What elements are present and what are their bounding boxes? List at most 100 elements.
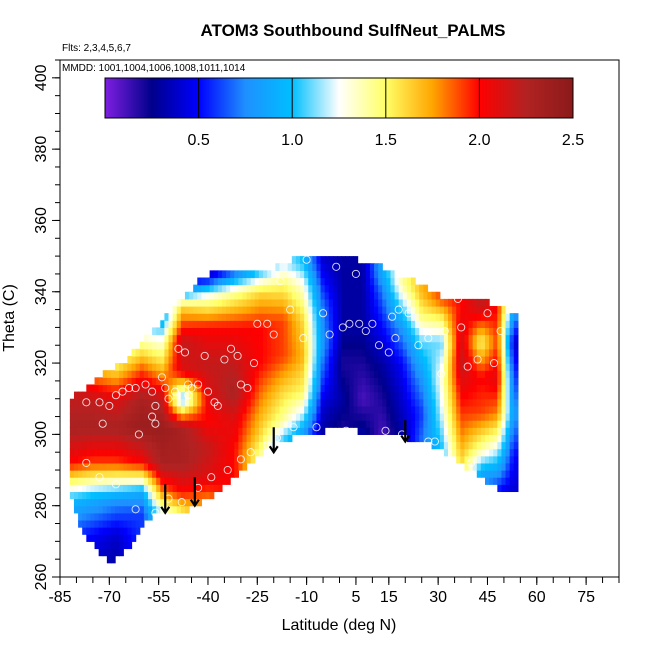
heatmap-cell: [201, 363, 207, 371]
heatmap-cell: [189, 484, 194, 493]
heatmap-cell: [217, 405, 223, 414]
heatmap-column: [361, 263, 367, 435]
heatmap-cell: [300, 270, 305, 279]
heatmap-cell: [485, 420, 490, 428]
sample-point: [243, 383, 252, 393]
heatmap-cell: [143, 448, 149, 457]
heatmap-cell: [328, 334, 334, 343]
heatmap-cell: [139, 512, 145, 521]
heatmap-cell: [250, 455, 256, 464]
heatmap-cell: [156, 327, 161, 336]
heatmap-cell: [513, 341, 519, 350]
heatmap-cell: [374, 391, 379, 400]
heatmap-cell: [369, 298, 375, 307]
heatmap-cell: [221, 377, 227, 386]
heatmap-cell: [271, 384, 276, 393]
heatmap-cell: [123, 363, 129, 371]
heatmap-cell: [485, 405, 490, 414]
heatmap-column: [131, 348, 137, 542]
heatmap-cell: [94, 541, 100, 550]
heatmap-cell: [374, 420, 379, 428]
heatmap-cell: [106, 420, 112, 428]
heatmap-cell: [287, 341, 293, 350]
heatmap-cell: [291, 334, 297, 343]
heatmap-cell: [168, 405, 174, 414]
heatmap-cell: [308, 298, 313, 307]
heatmap-cell: [131, 534, 137, 542]
heatmap-cell: [221, 477, 227, 485]
heatmap-cell: [328, 355, 334, 364]
heatmap-cell: [369, 327, 375, 336]
heatmap-cell: [147, 434, 153, 443]
heatmap-cell: [423, 398, 429, 407]
heatmap-cell: [86, 434, 92, 443]
heatmap-cell: [217, 363, 223, 371]
heatmap-cell: [267, 291, 272, 300]
heatmap-cell: [291, 320, 297, 329]
heatmap-cell: [390, 412, 396, 421]
heatmap-cell: [180, 434, 186, 443]
heatmap-cell: [238, 355, 244, 364]
heatmap-column: [406, 277, 412, 443]
heatmap-cell: [139, 470, 145, 478]
heatmap-cell: [127, 477, 133, 485]
heatmap-cell: [180, 427, 186, 435]
sample-point: [164, 394, 173, 403]
heatmap-cell: [139, 441, 145, 450]
heatmap-cell: [361, 420, 367, 428]
heatmap-cell: [90, 405, 96, 414]
heatmap-cell: [316, 284, 322, 293]
heatmap-cell: [135, 512, 141, 521]
heatmap-cell: [98, 512, 104, 521]
heatmap-cell: [275, 327, 281, 336]
heatmap-cell: [143, 512, 149, 521]
heatmap-cell: [312, 256, 318, 264]
heatmap-cell: [501, 441, 507, 450]
heatmap-cell: [394, 306, 400, 314]
heatmap-cell: [402, 348, 408, 357]
heatmap-column: [217, 270, 223, 493]
heatmap-cell: [287, 370, 293, 378]
heatmap-cell: [197, 455, 202, 464]
heatmap-cell: [143, 391, 149, 400]
heatmap-cell: [390, 427, 396, 435]
heatmap-cell: [250, 291, 256, 300]
heatmap-cell: [201, 420, 207, 428]
heatmap-cell: [308, 320, 313, 329]
heatmap-cell: [94, 519, 100, 528]
heatmap-cell: [197, 313, 202, 321]
heatmap-cell: [472, 441, 478, 450]
heatmap-cell: [320, 291, 326, 300]
heatmap-cell: [172, 370, 178, 378]
heatmap-cell: [464, 355, 470, 364]
heatmap-cell: [254, 291, 260, 300]
heatmap-cell: [452, 448, 457, 457]
heatmap-cell: [456, 434, 461, 443]
heatmap-cell: [361, 412, 367, 421]
heatmap-cell: [131, 512, 137, 521]
heatmap-cell: [193, 448, 198, 457]
heatmap-cell: [131, 498, 137, 507]
heatmap-cell: [160, 391, 165, 400]
heatmap-cell: [411, 398, 416, 407]
heatmap-cell: [250, 448, 256, 457]
heatmap-cell: [156, 484, 161, 493]
heatmap-cell: [312, 355, 318, 364]
heatmap-cell: [238, 334, 244, 343]
heatmap-cell: [341, 313, 346, 321]
heatmap-cell: [386, 320, 392, 329]
heatmap-cell: [205, 370, 211, 378]
heatmap-cell: [279, 434, 285, 443]
heatmap-cell: [106, 548, 112, 557]
heatmap-cell: [94, 534, 100, 542]
heatmap-cell: [254, 341, 260, 350]
heatmap-cell: [419, 327, 424, 336]
heatmap-cell: [217, 384, 223, 393]
heatmap-cell: [258, 441, 264, 450]
heatmap-cell: [295, 306, 301, 314]
heatmap-cell: [242, 391, 248, 400]
heatmap-cell: [312, 320, 318, 329]
heatmap-cell: [382, 320, 387, 329]
heatmap-cell: [139, 455, 145, 464]
heatmap-cell: [160, 427, 165, 435]
